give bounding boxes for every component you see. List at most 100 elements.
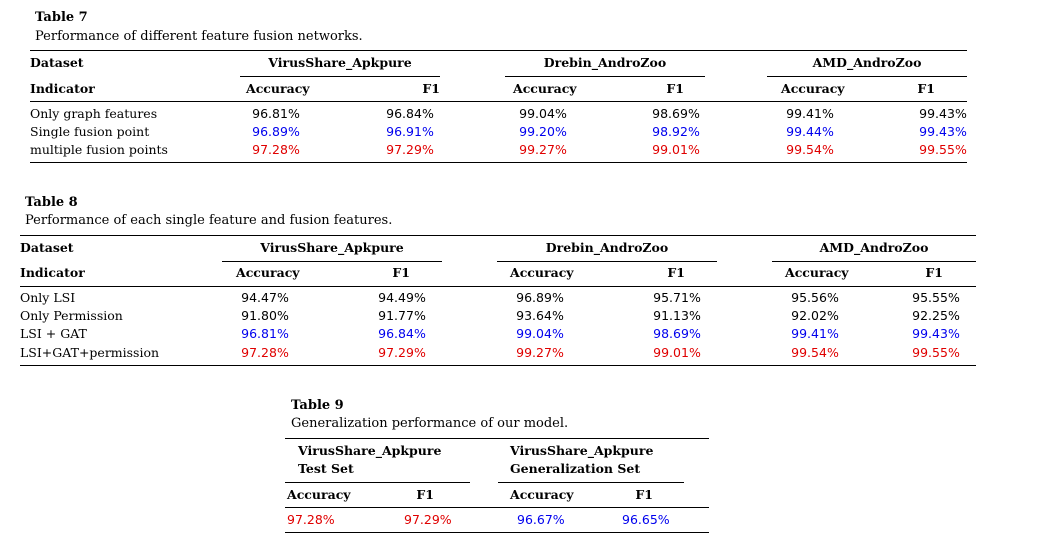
table-7-metric-accuracy-3: Accuracy [781, 81, 845, 96]
table-7-group-rule-3 [767, 76, 967, 77]
table-8-cell: 91.13% [653, 308, 701, 323]
table-7-bottom-rule [30, 162, 967, 163]
table-8-cell: 92.02% [791, 308, 839, 323]
table-8-top-rule [20, 235, 976, 236]
table-8-cell: 95.71% [653, 290, 701, 305]
table-9-bottom-rule [285, 532, 709, 533]
table-9-group-2-line-1: VirusShare_Apkpure [510, 443, 654, 458]
table-8-cell: 99.01% [653, 345, 701, 360]
table-7-metric-f1-1: F1 [422, 81, 440, 96]
table-7-group-amd: AMD_AndroZoo [812, 55, 922, 70]
table-8-cell: 92.25% [912, 308, 960, 323]
table-8-row-label: LSI + GAT [20, 326, 87, 341]
table-9-title: Table 9 [291, 398, 344, 413]
table-7-cell: 96.84% [386, 106, 434, 121]
table-7-cell: 98.92% [652, 124, 700, 139]
table-8-bottom-rule [20, 365, 976, 366]
table-7-cell: 96.91% [386, 124, 434, 139]
table-8-metric-accuracy-2: Accuracy [510, 265, 574, 280]
table-9-top-rule [285, 438, 709, 439]
table-8-title: Table 8 [25, 195, 78, 210]
table-9-metric-f1-2: F1 [635, 487, 653, 502]
table-8-cell: 99.41% [791, 326, 839, 341]
table-8-group-rule-2 [497, 261, 717, 262]
table-9-cell: 97.28% [287, 512, 335, 527]
table-8-cell: 95.55% [912, 290, 960, 305]
table-7-cell: 99.04% [519, 106, 567, 121]
table-9-caption: Generalization performance of our model. [291, 416, 569, 431]
table-7-dataset-label: Dataset [30, 55, 84, 70]
table-8-row-label: LSI+GAT+permission [20, 345, 160, 360]
table-7-cell: 99.43% [919, 106, 967, 121]
table-7-metric-f1-2: F1 [666, 81, 684, 96]
table-8-group-rule-3 [772, 261, 976, 262]
table-8-cell: 96.81% [241, 326, 289, 341]
table-7-cell: 99.54% [786, 142, 834, 157]
table-7-top-rule [30, 50, 967, 51]
table-7-cell: 99.27% [519, 142, 567, 157]
table-8-cell: 94.49% [378, 290, 426, 305]
table-9-metric-f1-1: F1 [416, 487, 434, 502]
table-9-cell: 96.65% [622, 512, 670, 527]
table-7-cell: 99.43% [919, 124, 967, 139]
table-7-caption: Performance of different feature fusion … [35, 29, 363, 44]
table-7-row-label: multiple fusion points [30, 142, 168, 157]
table-8-cell: 91.77% [378, 308, 426, 323]
table-8-cell: 99.43% [912, 326, 960, 341]
table-8-metric-accuracy-1: Accuracy [236, 265, 300, 280]
table-8-indicator-label: Indicator [20, 265, 85, 280]
table-9-metric-accuracy-1: Accuracy [287, 487, 351, 502]
table-7-row-label: Only graph features [30, 106, 158, 121]
table-7-metric-f1-3: F1 [917, 81, 935, 96]
table-8-cell: 97.28% [241, 345, 289, 360]
table-7-metric-accuracy-1: Accuracy [246, 81, 310, 96]
table-7-cell: 96.81% [252, 106, 300, 121]
table-8-cell: 99.55% [912, 345, 960, 360]
table-8-cell: 91.80% [241, 308, 289, 323]
table-9-header-rule [285, 507, 709, 508]
table-7-metric-accuracy-2: Accuracy [513, 81, 577, 96]
table-8-header-rule [20, 286, 976, 287]
table-7-cell: 97.29% [386, 142, 434, 157]
table-8-cell: 99.27% [516, 345, 564, 360]
table-9-group-rule-1 [285, 482, 470, 483]
table-7-cell: 99.44% [786, 124, 834, 139]
table-8-caption: Performance of each single feature and f… [25, 213, 393, 228]
table-7-cell: 97.28% [252, 142, 300, 157]
table-8-cell: 99.54% [791, 345, 839, 360]
table-8-cell: 97.29% [378, 345, 426, 360]
table-9-metric-accuracy-2: Accuracy [510, 487, 574, 502]
table-7-cell: 98.69% [652, 106, 700, 121]
table-8-cell: 94.47% [241, 290, 289, 305]
table-7-indicator-label: Indicator [30, 81, 95, 96]
table-9-cell: 97.29% [404, 512, 452, 527]
table-8-cell: 96.84% [378, 326, 426, 341]
table-8-row-label: Only LSI [20, 290, 76, 305]
table-8-metric-accuracy-3: Accuracy [785, 265, 849, 280]
table-9-group-1-line-1: VirusShare_Apkpure [298, 443, 442, 458]
table-9-group-1-line-2: Test Set [298, 461, 354, 476]
table-8-group-virusshare: VirusShare_Apkpure [260, 240, 404, 255]
table-8-dataset-label: Dataset [20, 240, 74, 255]
table-8-metric-f1-1: F1 [392, 265, 410, 280]
table-7-cell: 99.41% [786, 106, 834, 121]
table-8-group-amd: AMD_AndroZoo [819, 240, 929, 255]
table-7-group-drebin: Drebin_AndroZoo [543, 55, 667, 70]
table-8-group-drebin: Drebin_AndroZoo [545, 240, 669, 255]
table-8-metric-f1-2: F1 [667, 265, 685, 280]
table-7-header-rule [30, 101, 967, 102]
table-7-title: Table 7 [35, 10, 88, 25]
table-7-cell: 96.89% [252, 124, 300, 139]
table-8-cell: 93.64% [516, 308, 564, 323]
table-8-metric-f1-3: F1 [925, 265, 943, 280]
table-7-group-virusshare: VirusShare_Apkpure [268, 55, 412, 70]
table-7-group-rule-1 [240, 76, 440, 77]
table-8-cell: 95.56% [791, 290, 839, 305]
table-9-group-2-line-2: Generalization Set [510, 461, 641, 476]
table-8-group-rule-1 [222, 261, 442, 262]
table-8-row-label: Only Permission [20, 308, 123, 323]
table-9-cell: 96.67% [517, 512, 565, 527]
table-8-cell: 99.04% [516, 326, 564, 341]
table-7-group-rule-2 [505, 76, 705, 77]
table-8-cell: 98.69% [653, 326, 701, 341]
